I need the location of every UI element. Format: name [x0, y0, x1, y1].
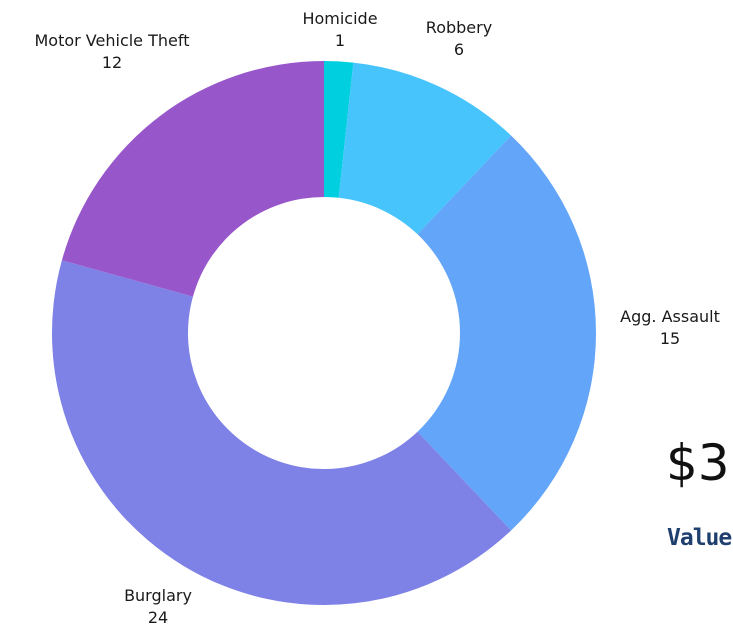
slice-label-agg-assault: Agg. Assault	[620, 307, 720, 326]
slice-value-homicide: 1	[335, 31, 345, 50]
value-caption: Value	[667, 525, 732, 551]
slice-label-homicide: Homicide	[302, 9, 377, 28]
slice-labels: Homicide 1 Robbery 6 Agg. Assault 15 Burglary 2…	[34, 9, 719, 627]
total-value: $3	[666, 434, 730, 492]
slice-value-burglary: 24	[148, 608, 168, 627]
slice-label-robbery: Robbery	[426, 18, 492, 37]
donut-slices	[51, 61, 596, 606]
slice-robbery	[338, 62, 512, 235]
slice-label-burglary: Burglary	[124, 586, 192, 605]
slice-burglary	[51, 260, 512, 606]
slice-value-robbery: 6	[454, 40, 464, 59]
slice-homicide	[324, 61, 354, 198]
slice-agg-assault	[417, 135, 596, 531]
slice-value-motor-vehicle-theft: 12	[102, 53, 122, 72]
slice-value-agg-assault: 15	[660, 329, 680, 348]
slice-motor-vehicle-theft	[61, 61, 325, 297]
slice-label-motor-vehicle-theft: Motor Vehicle Theft	[34, 31, 189, 50]
